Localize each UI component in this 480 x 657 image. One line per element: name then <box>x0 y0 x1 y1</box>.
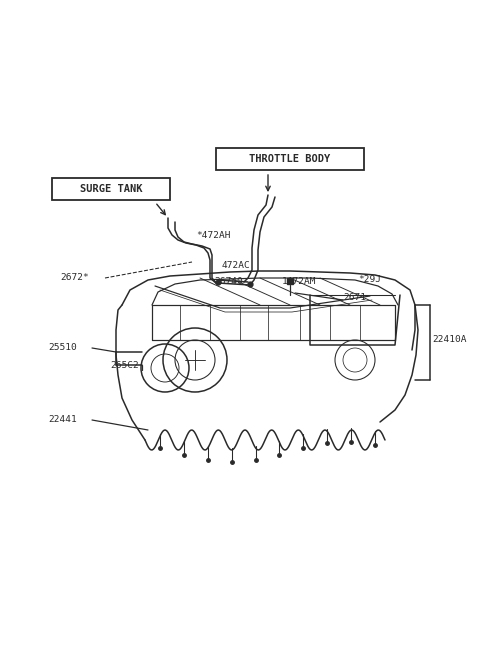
Text: *472AH: *472AH <box>196 231 230 240</box>
Text: THROTTLE BODY: THROTTLE BODY <box>250 154 331 164</box>
Text: 22410A: 22410A <box>432 336 467 344</box>
Text: 265C2: 265C2 <box>110 361 139 369</box>
Text: 22441: 22441 <box>48 415 77 424</box>
Text: SURGE TANK: SURGE TANK <box>80 184 142 194</box>
Text: 25510: 25510 <box>48 344 77 353</box>
Text: 1472AM: 1472AM <box>282 277 316 286</box>
Bar <box>216 148 364 170</box>
Text: *29J: *29J <box>358 275 381 284</box>
Text: 2672*: 2672* <box>60 273 89 283</box>
Text: 472AC: 472AC <box>222 260 251 269</box>
Text: 2671: 2671 <box>343 294 366 302</box>
Bar <box>52 178 170 200</box>
Text: 26740: 26740 <box>214 277 243 286</box>
